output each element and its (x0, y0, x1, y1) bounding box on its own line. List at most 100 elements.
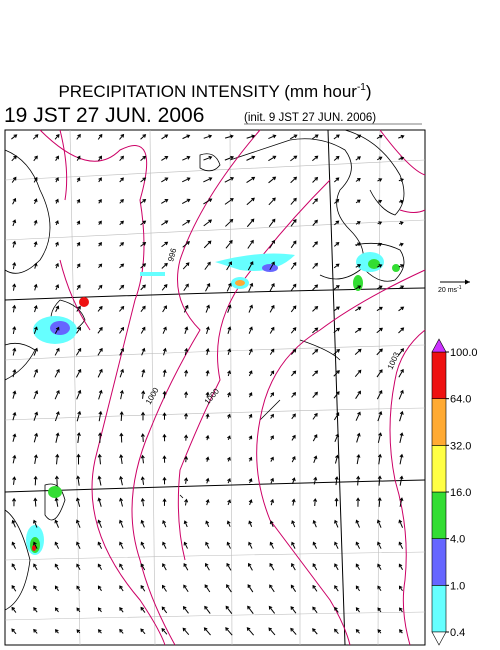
wind-arrow (398, 629, 403, 634)
wind-arrow (97, 519, 103, 528)
wind-arrow (161, 177, 169, 183)
wind-arrow (54, 347, 60, 356)
wind-arrow (32, 134, 39, 140)
precip-area (50, 321, 70, 335)
wind-arrow (12, 197, 17, 205)
wind-arrow (355, 541, 361, 549)
wind-arrow (140, 199, 147, 204)
wind-arrow (334, 563, 339, 571)
wind-arrow (356, 432, 361, 443)
wind-arrow (377, 497, 382, 507)
wind-arrow (54, 607, 59, 613)
wind-arrow (227, 370, 232, 377)
wind-arrow (355, 199, 361, 204)
wind-arrow (140, 563, 146, 571)
wind-arrow (224, 177, 235, 183)
wind-arrow (227, 499, 232, 506)
wind-arrow (226, 282, 232, 292)
wind-arrow (270, 456, 274, 462)
wind-arrow (12, 347, 17, 356)
reference-lines (4, 129, 426, 646)
wind-arrow (119, 541, 124, 549)
wind-arrow (162, 412, 167, 420)
wind-arrow (312, 284, 319, 291)
wind-arrow (398, 368, 404, 378)
wind-arrow (312, 219, 318, 226)
wind-arrow (355, 411, 361, 421)
wind-arrow (140, 541, 146, 549)
wind-arrow (161, 284, 168, 291)
wind-arrow (181, 198, 191, 205)
wind-arrow (398, 156, 405, 161)
wind-arrow (398, 285, 405, 290)
wind-arrow (183, 562, 189, 571)
wind-arrow (33, 305, 38, 313)
vector-legend-sup: -1 (457, 285, 462, 291)
wind-arrow (33, 155, 38, 162)
wind-arrow (12, 454, 17, 464)
wind-arrow (33, 326, 38, 334)
wind-arrow (226, 584, 232, 593)
wind-arrow (76, 585, 81, 592)
wind-arrow (119, 177, 124, 183)
wind-arrow (140, 177, 147, 183)
wind-arrow (312, 348, 319, 355)
wind-arrow (119, 389, 124, 400)
wind-arrow (119, 563, 124, 571)
wind-arrow (162, 563, 167, 571)
wind-arrow (33, 219, 38, 226)
wind-arrow (141, 347, 146, 356)
wind-arrow (226, 261, 232, 271)
wind-arrow (184, 455, 189, 463)
wind-arrow (203, 198, 213, 205)
wind-arrow (248, 435, 253, 441)
wind-arrow (355, 306, 362, 312)
wind-arrow (246, 155, 256, 161)
map: 996 1000 1000 1003 (4, 129, 426, 646)
precipitation (26, 252, 400, 555)
wind-arrow (54, 497, 59, 507)
wind-arrow (248, 520, 253, 527)
wind-arrow (224, 134, 234, 139)
wind-arrow (398, 348, 404, 356)
wind-arrow (75, 368, 82, 378)
wind-arrow (162, 476, 167, 485)
wind-arrow (76, 220, 81, 225)
wind-arrow (290, 327, 297, 334)
colorbar-label: 64.0 (450, 394, 471, 406)
wind-arrow (162, 347, 167, 356)
wind-arrow (246, 218, 255, 228)
colorbar-label: 32.0 (450, 440, 471, 452)
wind-arrow (377, 585, 382, 592)
wind-arrow (33, 563, 38, 571)
wind-arrow (140, 284, 146, 291)
wind-arrow (270, 477, 274, 484)
wind-arrow (334, 541, 339, 549)
wind-arrow (75, 519, 81, 528)
wind-arrow (76, 432, 81, 444)
wind-arrow (227, 391, 231, 398)
wind-arrow (333, 263, 340, 269)
wind-arrow (75, 347, 82, 356)
wind-arrow (334, 220, 340, 226)
wind-arrow (376, 390, 383, 400)
wind-arrow (225, 605, 233, 614)
wind-arrow (248, 541, 253, 549)
wind-arrow (184, 326, 189, 334)
wind-arrow (54, 368, 60, 378)
wind-arrow (76, 305, 81, 312)
wind-arrow (356, 454, 361, 465)
wind-arrow (224, 198, 234, 205)
wind-arrow (76, 133, 81, 140)
wind-arrow (76, 607, 81, 613)
wind-arrow (290, 261, 297, 270)
wind-arrow (333, 412, 340, 421)
wind-arrow (11, 155, 17, 162)
wind-arrow (55, 220, 59, 226)
wind-arrow (97, 629, 102, 634)
wind-arrow (76, 629, 81, 634)
wind-arrow (269, 541, 274, 549)
wind-arrow (247, 584, 254, 593)
wind-arrow (12, 283, 17, 291)
wind-arrow (33, 283, 38, 291)
